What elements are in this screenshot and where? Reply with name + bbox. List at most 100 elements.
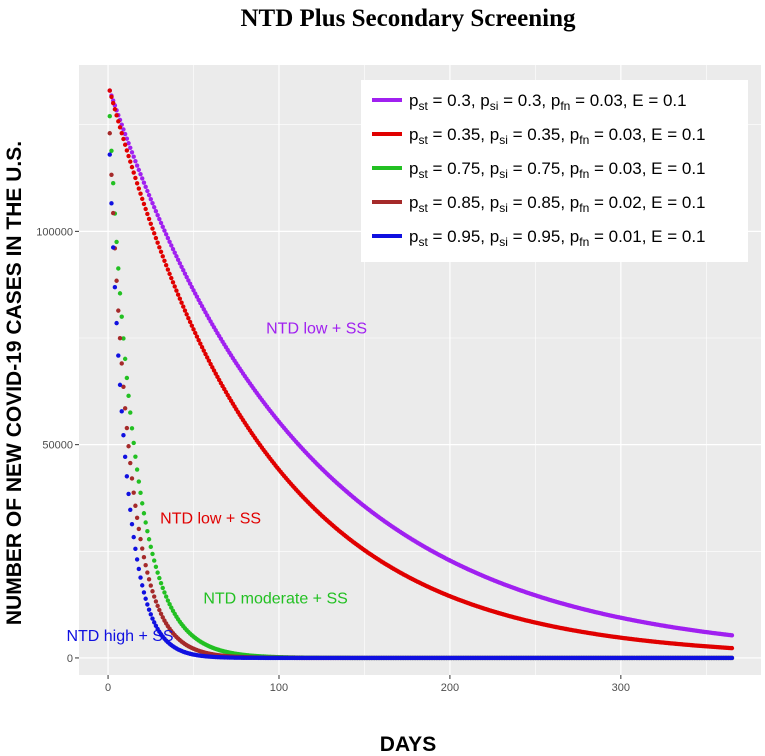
series-4-point [119, 361, 124, 366]
series-3-point [148, 544, 153, 550]
series-1-point [157, 216, 162, 222]
axis-ticks: 0 100 200 300 0 50000 100000 [36, 226, 630, 694]
series-1-point [179, 264, 184, 269]
series-3-point [107, 113, 112, 119]
series-1-point [182, 271, 188, 276]
series-2-point [143, 206, 148, 212]
series-1-point [122, 131, 128, 137]
series-1-point [145, 188, 150, 194]
series-5-point [152, 620, 157, 625]
series-5-point [150, 616, 155, 621]
y-tick-label: 50000 [42, 440, 73, 452]
legend-label-4: pst = 0.85, psi = 0.85, pfn = 0.02, E = … [409, 193, 706, 215]
series-3-point [160, 585, 165, 591]
legend-label-3: pst = 0.75, psi = 0.75, pfn = 0.03, E = … [409, 159, 706, 181]
series-2-point [186, 315, 191, 321]
series-5-point [112, 285, 118, 290]
series-3-point [162, 590, 167, 595]
series-2-point [162, 258, 167, 264]
series-5-point [109, 201, 114, 206]
series-2-point [208, 361, 213, 367]
series-1-point [155, 212, 160, 218]
annotation-1: NTD low + SS [266, 321, 367, 338]
series-2-point [187, 319, 193, 325]
series-4-point [155, 603, 160, 609]
series-3-point [129, 426, 135, 431]
series-4-point [134, 515, 140, 521]
series-5-point [134, 557, 140, 562]
y-axis-title: NUMBER OF NEW COVID-19 CASES IN THE U.S. [3, 141, 26, 625]
series-3-point [116, 266, 121, 271]
series-3-point [126, 393, 131, 399]
series-1-point [170, 246, 176, 252]
series-2-point [158, 249, 164, 255]
series-1-point [134, 163, 140, 168]
series-2-point [157, 245, 162, 250]
series-2-point [174, 288, 179, 293]
series-3-point [140, 501, 145, 506]
series-1-point [128, 145, 133, 150]
x-tick-label: 200 [441, 682, 459, 694]
series-3-point [131, 440, 136, 446]
series-4-point [129, 476, 135, 481]
series-4-point [136, 526, 142, 532]
series-1-point [163, 232, 169, 237]
series-2-point [160, 254, 165, 259]
series-2-point [112, 107, 118, 112]
legend-label-5: pst = 0.95, psi = 0.95, pfn = 0.01, E = … [409, 227, 706, 249]
series-1-point [153, 209, 159, 214]
series-3-point [119, 314, 124, 319]
series-3-point [117, 291, 123, 296]
series-2-point [116, 119, 121, 124]
series-2-point [206, 358, 212, 363]
series-2-point [153, 235, 159, 241]
series-2-point [199, 344, 205, 350]
series-3-point [124, 375, 130, 381]
series-4-point [140, 546, 145, 551]
series-4-point [145, 570, 150, 575]
series-2-point [163, 263, 169, 268]
series-1-point [158, 220, 164, 226]
data-series [107, 88, 735, 661]
series-3-point [128, 410, 133, 415]
annotation-2: NTD low + SS [160, 511, 261, 528]
series-2-point [198, 341, 203, 346]
x-tick-label: 0 [105, 682, 111, 694]
series-1-point [186, 278, 191, 283]
series-2-point [119, 130, 124, 136]
series-5-point [148, 612, 153, 617]
series-2-point [169, 275, 174, 281]
series-1 [107, 88, 735, 638]
series-1-point [143, 184, 148, 190]
series-3-point [133, 454, 138, 459]
series-5-point [729, 655, 735, 661]
series-3-point [143, 520, 148, 525]
series-2-point [148, 221, 153, 226]
series-2-point [179, 300, 184, 305]
series-2-point [172, 284, 177, 289]
series-5-point [146, 607, 152, 612]
series-4-point [152, 594, 157, 599]
series-2-point [193, 330, 198, 336]
series-4-point [121, 384, 126, 389]
annotation-4: NTD high + SS [66, 628, 173, 645]
series-4-point [107, 131, 112, 136]
series-4-point [126, 444, 131, 449]
series-2-point [181, 304, 186, 309]
series-5-point [136, 566, 142, 572]
series-2-point [729, 645, 735, 651]
series-2-point [114, 113, 119, 118]
series-3-point [146, 537, 152, 542]
series-2-point [182, 308, 188, 313]
series-4-point [141, 555, 147, 560]
series-1-point [129, 150, 135, 155]
series-3-point [150, 551, 155, 557]
series-2-point [146, 216, 152, 222]
series-2-point [107, 88, 112, 93]
series-4-point [109, 172, 114, 178]
series-4-point [148, 583, 153, 588]
series-2-point [131, 170, 136, 175]
series-1-point [191, 288, 196, 293]
series-5-point [141, 590, 147, 595]
